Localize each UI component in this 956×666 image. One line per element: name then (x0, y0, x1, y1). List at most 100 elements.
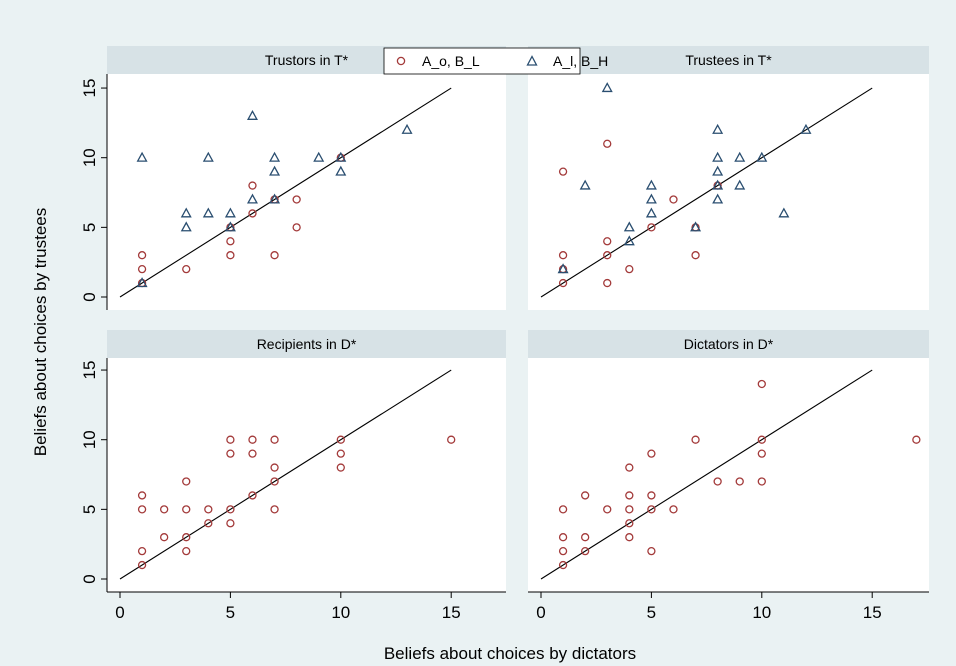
data-point-circle (669, 195, 678, 204)
data-point-circle (558, 278, 568, 288)
data-point-triangle (756, 151, 768, 162)
legend-marker-triangle (526, 55, 538, 66)
data-point-circle (336, 463, 345, 472)
y-tick-label: 0 (80, 292, 99, 301)
data-point-circle (226, 435, 235, 444)
data-point-circle (447, 435, 456, 444)
data-point-circle (735, 477, 744, 486)
data-point-triangle (401, 123, 413, 134)
panel-title-bar (528, 46, 929, 74)
data-point-circle (137, 505, 147, 514)
data-point-circle (292, 223, 301, 232)
x-tick-label: 10 (331, 603, 350, 622)
data-point-circle (581, 533, 590, 542)
data-point-circle (182, 477, 191, 486)
x-tick-label: 10 (752, 603, 771, 622)
data-point-triangle (800, 123, 812, 134)
data-point-triangle (734, 151, 746, 162)
reference-line (119, 87, 452, 298)
data-point-triangle (557, 263, 569, 274)
panel-3: Recipients in D* 0 5 10 15 0 5 10 15 (80, 330, 506, 622)
y-axis-label: Beliefs about choices by trustees (31, 208, 50, 457)
data-point-triangle (645, 179, 657, 190)
plot-area (107, 358, 506, 592)
data-point-circle (558, 533, 568, 542)
data-point-circle (647, 491, 656, 500)
data-point-circle (558, 560, 568, 570)
data-point-circle (248, 491, 257, 500)
data-point-circle (137, 251, 147, 260)
data-point-circle (757, 435, 766, 444)
panel-1: Trustors in T* 0 5 10 15 (80, 46, 506, 310)
data-point-circle (713, 477, 722, 486)
data-point-triangle (269, 193, 281, 204)
data-point-circle (182, 546, 191, 556)
data-point-circle (248, 435, 257, 444)
panel-4: Dictators in D* 0 5 10 15 (528, 330, 929, 622)
x-axis-label: Beliefs about choices by dictators (384, 644, 636, 663)
panels-layer: Trustors in T* 0 5 10 15 Trustees in T* Recipi… (80, 46, 929, 622)
legend-label-series-2: A_l, B_H (553, 53, 608, 69)
x-tick-label: 5 (226, 603, 235, 622)
data-point-circle (581, 546, 590, 556)
data-point-triangle (224, 207, 236, 218)
data-point-triangle (180, 207, 192, 218)
y-tick-label: 15 (80, 361, 99, 380)
data-point-triangle (224, 221, 236, 232)
plot-area (528, 358, 929, 592)
data-point-circle (270, 505, 279, 514)
data-point-circle (204, 519, 213, 528)
y-tick-label: 10 (80, 430, 99, 449)
y-tick-label: 0 (80, 574, 99, 583)
data-point-circle (182, 264, 191, 274)
data-point-triangle (246, 109, 258, 120)
data-point-circle (625, 264, 634, 274)
panel-2: Trustees in T* (528, 46, 929, 310)
data-point-circle (647, 546, 656, 556)
data-point-triangle (313, 151, 325, 162)
data-point-circle (226, 519, 235, 528)
data-point-circle (603, 237, 612, 246)
data-point-circle (581, 491, 590, 500)
data-point-triangle (269, 151, 281, 162)
data-point-circle (603, 251, 612, 260)
data-point-triangle (136, 277, 148, 288)
plot-area (528, 74, 929, 310)
data-point-triangle (645, 193, 657, 204)
x-tick-label: 15 (863, 603, 882, 622)
data-point-circle (558, 505, 568, 514)
data-point-triangle (712, 165, 724, 176)
data-point-circle (137, 546, 147, 556)
x-tick-label: 15 (442, 603, 461, 622)
data-point-triangle (202, 151, 214, 162)
data-point-triangle (778, 207, 790, 218)
panel-title-bar (107, 330, 506, 358)
data-point-circle (270, 477, 279, 486)
data-point-triangle (246, 193, 258, 204)
panel-title: Trustors in T* (265, 52, 349, 68)
legend-label-series-1: A_o, B_L (422, 53, 480, 69)
data-point-circle (137, 264, 147, 274)
data-point-triangle (180, 221, 192, 232)
panel-title: Dictators in D* (684, 336, 774, 352)
data-point-circle (226, 505, 235, 514)
data-point-circle (137, 491, 147, 500)
data-point-circle (757, 449, 766, 458)
data-point-circle (625, 491, 634, 500)
data-point-circle (647, 449, 656, 458)
data-point-circle (248, 209, 257, 218)
data-point-circle (603, 505, 612, 514)
x-tick-label: 5 (647, 603, 656, 622)
data-point-circle (226, 449, 235, 458)
data-point-circle (757, 379, 766, 389)
y-tick-label: 5 (80, 505, 99, 514)
data-point-circle (137, 560, 147, 570)
data-point-triangle (623, 235, 635, 246)
data-point-circle (603, 278, 612, 288)
panel-title-bar (528, 330, 929, 358)
data-point-circle (248, 449, 257, 458)
data-point-triangle (335, 165, 347, 176)
panel-title: Trustees in T* (685, 52, 772, 68)
data-point-triangle (712, 123, 724, 134)
